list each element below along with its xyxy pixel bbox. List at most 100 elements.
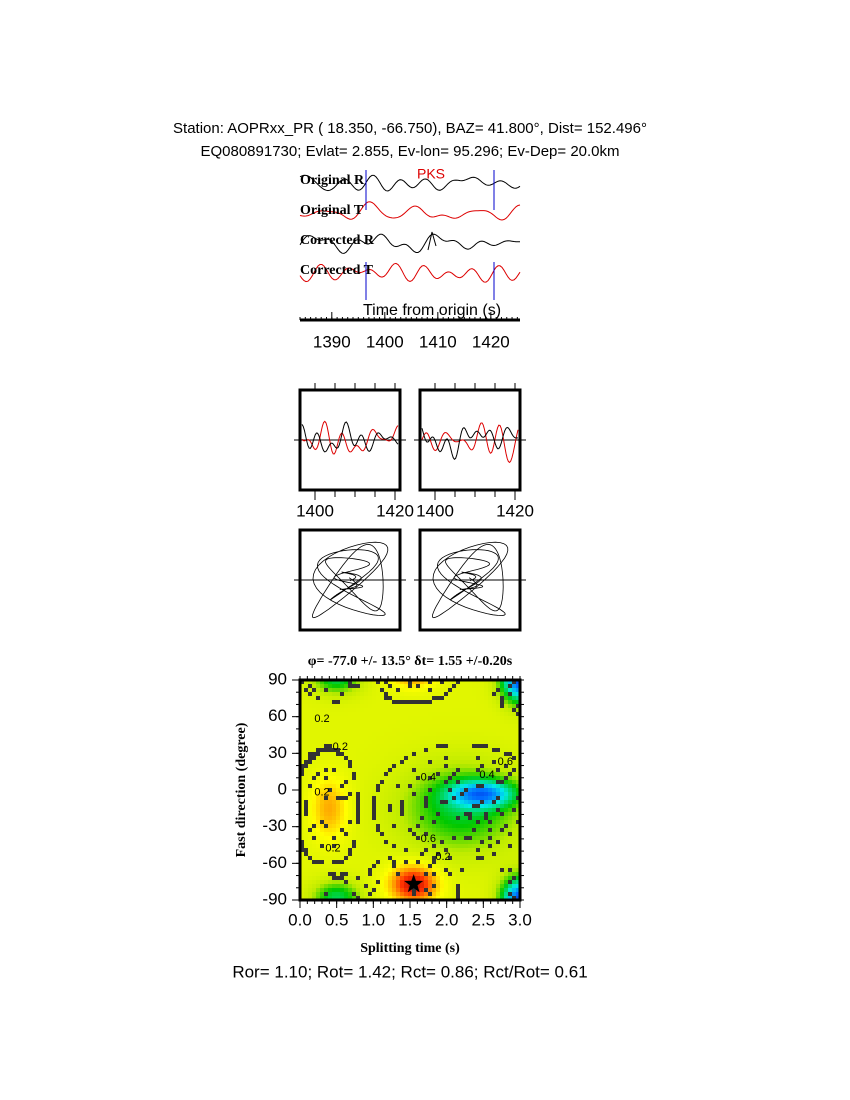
- contour-cell: [444, 860, 449, 865]
- contour-cell: [304, 684, 309, 689]
- contour-cell: [368, 812, 373, 817]
- contour-cell: [496, 792, 501, 797]
- contour-cell: [424, 752, 429, 757]
- contour-cell: [408, 768, 413, 773]
- contour-cell: [408, 868, 413, 873]
- contour-cell: [308, 700, 313, 705]
- contour-cell: [340, 872, 345, 877]
- contour-cell: [312, 884, 317, 889]
- contour-cell: [448, 720, 453, 725]
- contour-cell: [412, 844, 417, 849]
- contour-cell: [324, 816, 329, 821]
- contour-cell: [352, 852, 357, 857]
- contour-cell: [340, 816, 345, 821]
- contour-cell: [440, 776, 445, 781]
- contour-cell: [308, 772, 313, 777]
- contour-cell: [328, 728, 333, 733]
- contour-cell: [344, 796, 349, 801]
- contour-cell: [504, 832, 509, 837]
- contour-cell: [504, 820, 509, 825]
- contour-cell: [332, 840, 337, 845]
- contour-cell: [504, 868, 509, 873]
- contour-cell: [404, 768, 409, 773]
- contour-cell: [336, 712, 341, 717]
- contour-cell: [384, 776, 389, 781]
- contour-cell: [464, 808, 469, 813]
- contour-cell: [376, 716, 381, 721]
- contour-cell: [424, 724, 429, 729]
- contour-cell: [500, 716, 505, 721]
- contour-cell: [320, 884, 325, 889]
- contour-cell: [468, 872, 473, 877]
- contour-cell: [464, 832, 469, 837]
- contour-cell: [376, 780, 381, 785]
- contour-cell: [352, 736, 357, 741]
- contour-cell: [448, 864, 453, 869]
- contour-cell: [464, 712, 469, 717]
- contour-cell: [312, 744, 317, 749]
- contour-cell: [400, 724, 405, 729]
- contour-cell: [340, 716, 345, 721]
- contour-cell: [420, 840, 425, 845]
- contour-cell: [444, 836, 449, 841]
- contour-cell: [308, 828, 313, 833]
- contour-cell: [324, 728, 329, 733]
- contour-cell: [408, 788, 413, 793]
- contour-cell: [368, 860, 373, 865]
- contour-cell: [480, 752, 485, 757]
- contour-cell: [400, 680, 405, 685]
- contour-cell: [376, 832, 381, 837]
- contour-cell: [428, 724, 433, 729]
- contour-cell: [436, 884, 441, 889]
- contour-cell: [344, 744, 349, 749]
- contour-cell: [320, 712, 325, 717]
- contour-cell: [320, 816, 325, 821]
- contour-cell: [432, 752, 437, 757]
- x-tick-label: 2.0: [435, 910, 459, 929]
- contour-cell: [396, 844, 401, 849]
- contour-cell: [460, 708, 465, 713]
- contour-cell: [472, 736, 477, 741]
- contour-cell: [304, 784, 309, 789]
- contour-cell: [456, 816, 461, 821]
- contour-cell: [452, 816, 457, 821]
- contour-cell: [340, 692, 345, 697]
- contour-cell: [408, 692, 413, 697]
- contour-cell: [388, 752, 393, 757]
- contour-cell: [364, 744, 369, 749]
- contour-cell: [508, 724, 513, 729]
- contour-cell: [416, 876, 421, 881]
- contour-cell: [456, 720, 461, 725]
- contour-cell: [316, 852, 321, 857]
- contour-cell: [452, 800, 457, 805]
- contour-cell: [468, 688, 473, 693]
- contour-cell: [512, 792, 517, 797]
- contour-cell: [488, 684, 493, 689]
- contour-cell: [332, 744, 337, 749]
- contour-cell: [304, 880, 309, 885]
- contour-cell: [352, 828, 357, 833]
- contour-cell: [480, 848, 485, 853]
- contour-cell: [484, 884, 489, 889]
- contour-cell: [484, 872, 489, 877]
- contour-cell: [376, 888, 381, 893]
- contour-cell: [504, 712, 509, 717]
- contour-cell: [500, 764, 505, 769]
- contour-cell: [424, 740, 429, 745]
- contour-cell: [420, 836, 425, 841]
- contour-cell: [408, 688, 413, 693]
- contour-cell: [464, 820, 469, 825]
- contour-cell: [336, 852, 341, 857]
- contour-cell: [300, 772, 305, 777]
- contour-cell: [444, 796, 449, 801]
- contour-cell: [336, 744, 341, 749]
- contour-cell: [452, 768, 457, 773]
- contour-cell: [388, 764, 393, 769]
- contour-cell: [432, 708, 437, 713]
- contour-cell: [404, 684, 409, 689]
- contour-cell: [508, 696, 513, 701]
- contour-cell: [372, 868, 377, 873]
- contour-cell: [380, 788, 385, 793]
- contour-cell: [480, 708, 485, 713]
- contour-cell: [428, 820, 433, 825]
